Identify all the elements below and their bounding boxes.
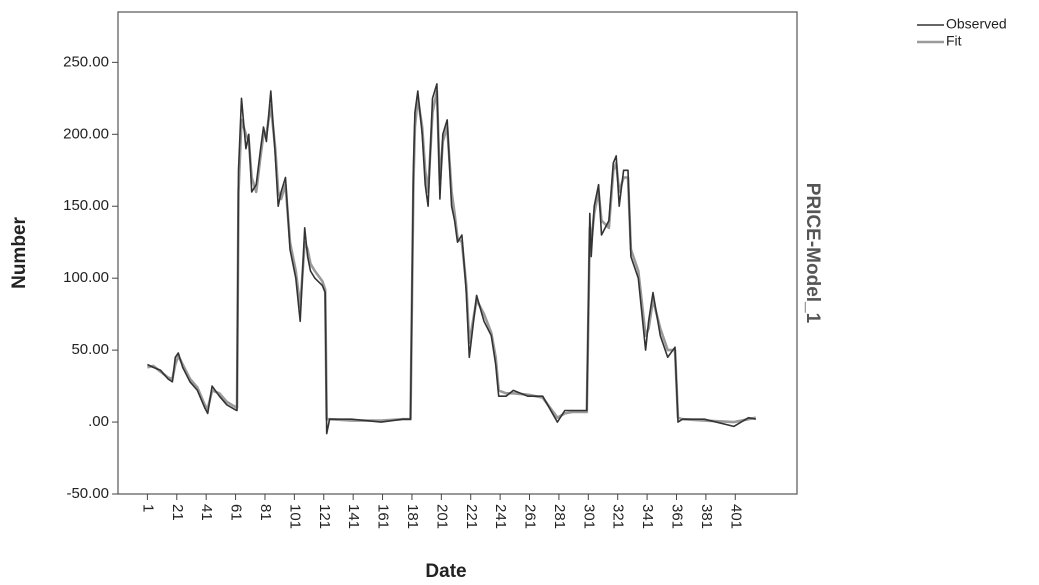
series-line <box>147 83 756 435</box>
x-tick-label: 81 <box>257 504 274 521</box>
panel-label: PRICE-Model_1 <box>802 183 823 324</box>
plot-area <box>117 11 798 495</box>
x-tick-label: 321 <box>610 504 627 529</box>
x-tick-label: 381 <box>698 504 715 529</box>
x-tick-label: 141 <box>345 504 362 529</box>
x-tick-label: 401 <box>727 504 744 529</box>
x-tick-label: 341 <box>639 504 656 529</box>
legend-label: Fit <box>946 33 962 49</box>
x-tick-label: 161 <box>375 504 392 529</box>
legend-label: Observed <box>946 16 1007 32</box>
y-tick-label: 200.00 <box>63 125 109 142</box>
x-tick-label: 241 <box>492 504 509 529</box>
y-tick-label: 150.00 <box>63 197 109 214</box>
x-tick-label: 261 <box>522 504 539 529</box>
x-tick-label: 41 <box>198 504 215 521</box>
x-tick-label: 281 <box>551 504 568 529</box>
x-tick-label: 1 <box>139 504 156 512</box>
x-tick-label: 181 <box>404 504 421 529</box>
y-axis-label: Number <box>9 217 30 289</box>
y-tick-label: .00 <box>88 413 109 430</box>
x-tick-label: 201 <box>433 504 450 529</box>
y-tick-label: 250.00 <box>63 53 109 70</box>
x-axis-label: Date <box>425 561 466 582</box>
x-tick-label: 221 <box>463 504 480 529</box>
x-tick-label: 361 <box>669 504 686 529</box>
y-tick-label: 100.00 <box>63 269 109 286</box>
y-tick-label: 50.00 <box>71 341 109 358</box>
x-tick-label: 121 <box>316 504 333 529</box>
x-tick-label: 21 <box>169 504 186 521</box>
x-tick-label: 61 <box>228 504 245 521</box>
y-tick-label: -50.00 <box>66 485 109 502</box>
x-tick-label: 301 <box>580 504 597 529</box>
x-tick-label: 101 <box>286 504 303 529</box>
